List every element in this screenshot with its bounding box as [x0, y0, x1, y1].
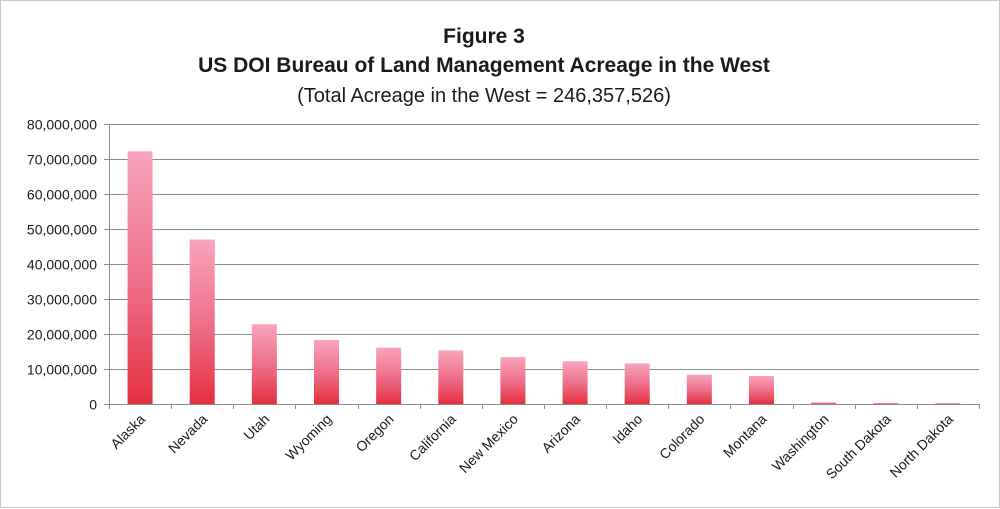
- x-tick-label: South Dakota: [823, 411, 894, 482]
- x-tick-label: Idaho: [609, 411, 645, 447]
- bar-montana: [749, 376, 774, 404]
- x-tick-label: Oregon: [352, 411, 396, 455]
- bars: [127, 151, 961, 404]
- chart-title-line-1: Figure 3: [443, 25, 525, 48]
- bar-wyoming: [314, 339, 339, 404]
- bar-utah: [251, 324, 277, 404]
- y-tick-label: 50,000,000: [27, 222, 97, 238]
- x-tick-label: Washington: [769, 411, 832, 474]
- bar-arizona: [562, 361, 588, 404]
- x-tick-label: New Mexico: [456, 411, 521, 476]
- x-tick-label: Nevada: [165, 411, 211, 457]
- bar-south-dakota: [873, 403, 899, 404]
- y-tick-label: 40,000,000: [27, 257, 97, 273]
- x-axis-ticks: Alaska Nevada Utah Wyoming Oregon CaliforniaN…: [107, 404, 980, 482]
- bar-idaho: [624, 363, 650, 404]
- y-tick-label: 80,000,000: [27, 117, 97, 133]
- bar-alaska: [127, 151, 153, 404]
- x-tick-label: Alaska: [107, 411, 148, 452]
- chart-title-line-2: US DOI Bureau of Land Management Acreage…: [198, 54, 770, 77]
- bar-washington: [811, 402, 837, 404]
- bar-nevada: [189, 239, 215, 404]
- bar-oregon: [376, 347, 402, 404]
- y-tick-label: 60,000,000: [27, 187, 97, 203]
- x-tick-label: Montana: [720, 411, 770, 461]
- x-tick-label: North Dakota: [886, 411, 956, 481]
- y-tick-label: 0: [89, 397, 97, 413]
- y-tick-label: 10,000,000: [27, 362, 97, 378]
- x-tick-label: Arizona: [538, 411, 583, 456]
- x-tick-label: Utah: [240, 411, 272, 443]
- x-tick-label: Wyoming: [282, 411, 334, 463]
- x-tick-label: Colorado: [656, 411, 708, 463]
- y-tick-label: 30,000,000: [27, 292, 97, 308]
- y-axis-ticks: 0 10,000,000 20,000,000 30,000,000 40,000,00…: [27, 117, 97, 413]
- bar-new-mexico: [500, 357, 526, 404]
- y-tick-label: 70,000,000: [27, 152, 97, 168]
- chart-subtitle: (Total Acreage in the West = 246,357,526…: [297, 85, 671, 107]
- bar-colorado: [686, 374, 712, 404]
- y-tick-label: 20,000,000: [27, 327, 97, 343]
- bar-california: [438, 350, 464, 404]
- x-tick-label: California: [406, 411, 459, 464]
- bar-north-dakota: [935, 403, 961, 404]
- gridlines: [104, 124, 979, 405]
